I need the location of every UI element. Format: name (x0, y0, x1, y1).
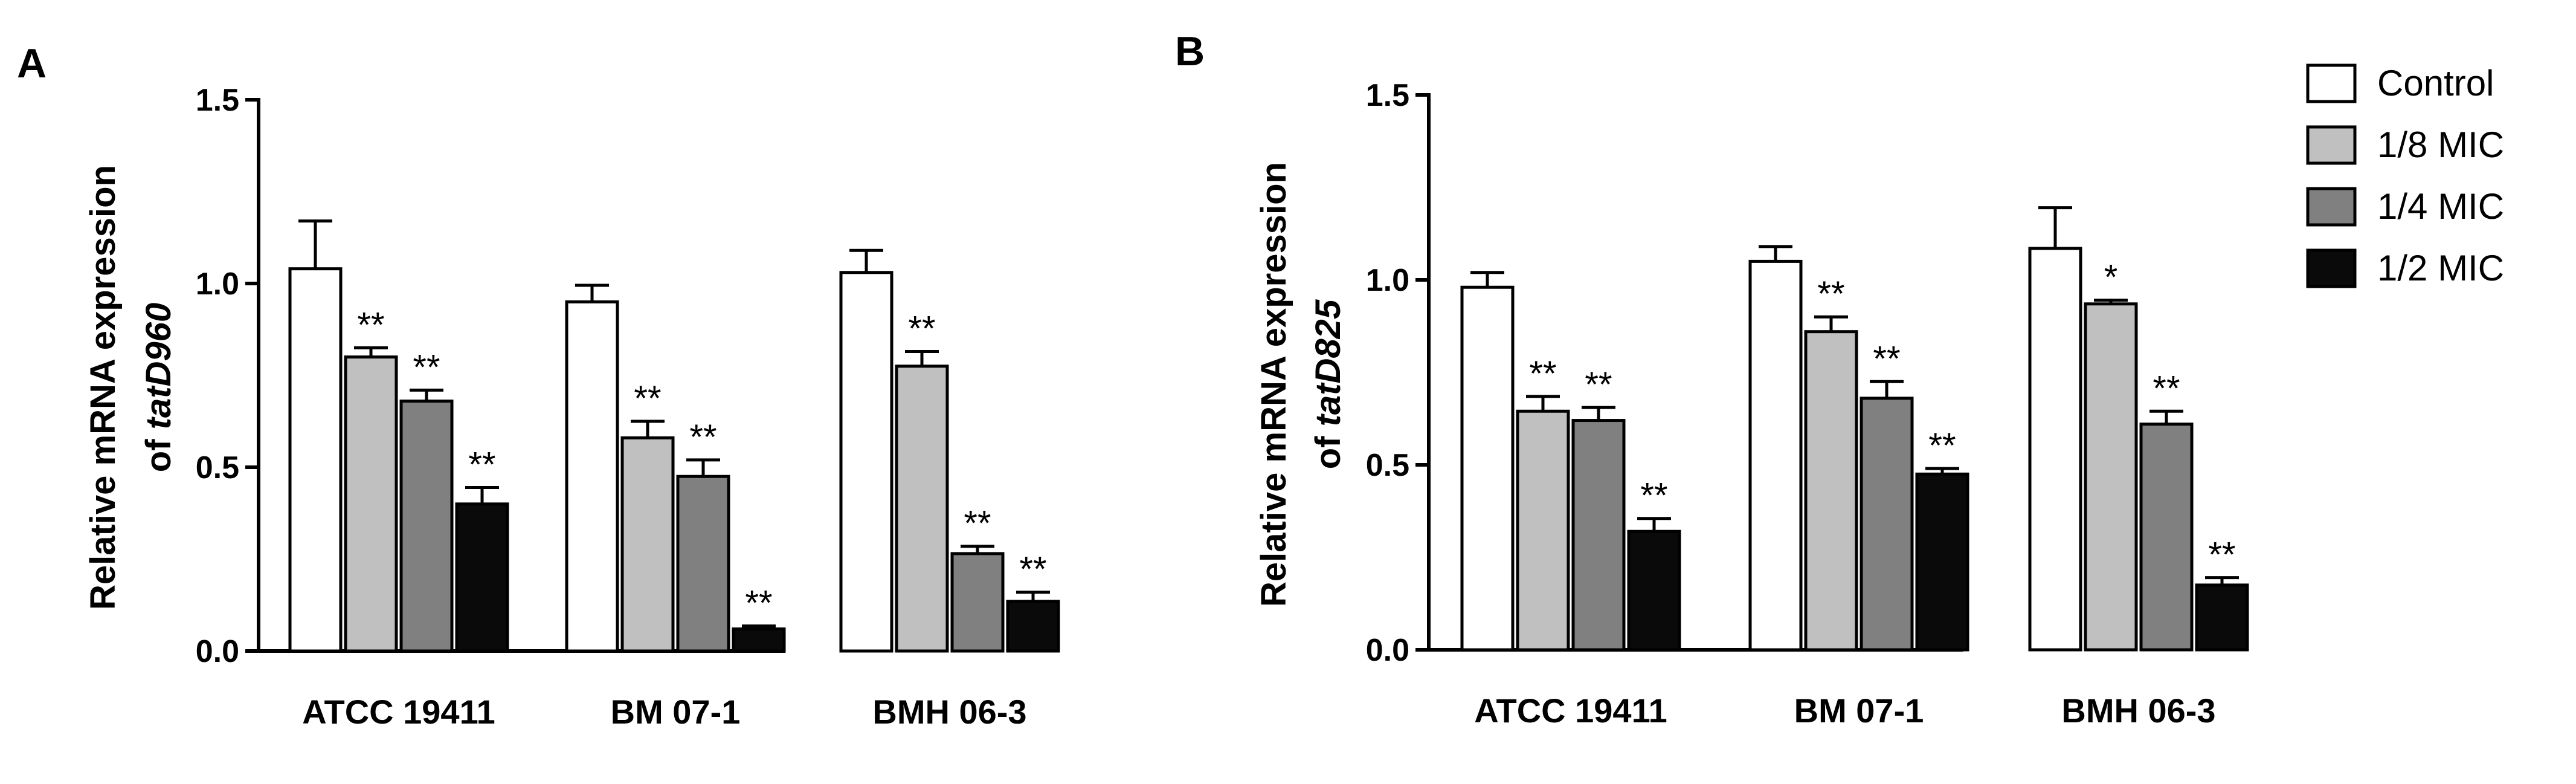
bar (1571, 419, 1626, 652)
bar (455, 502, 509, 653)
bar (732, 627, 786, 653)
y-tick-label: 0.5 (196, 450, 239, 485)
significance-mark: ** (1529, 354, 1556, 394)
bar (288, 267, 343, 653)
legend-label: 1/2 MIC (2377, 248, 2504, 288)
panel-letter: B (1175, 28, 1205, 74)
x-category-label: BM 07-1 (1794, 692, 1924, 730)
bar (2195, 583, 2249, 652)
bar (620, 436, 675, 653)
bar (1627, 530, 1681, 652)
bar (1804, 330, 1858, 652)
significance-mark: * (2104, 258, 2118, 297)
y-axis-label-line2: of tatD825 (1309, 299, 1348, 469)
bar (1860, 397, 1914, 652)
panel-a: A 0.0 0.5 1.0 1.5 Relative mRNA expression of … (17, 40, 1060, 731)
legend: Control 1/8 MIC 1/4 MIC 1/2 MIC (2306, 63, 2504, 288)
significance-mark: ** (1928, 426, 1956, 465)
bar (1748, 259, 1803, 652)
legend-swatch (2306, 125, 2357, 165)
bar (399, 400, 454, 653)
y-axis-label-line1: Relative mRNA expression (83, 165, 123, 610)
significance-mark: ** (634, 379, 661, 418)
bar (839, 271, 894, 653)
significance-mark: ** (1585, 365, 1612, 404)
bar (2084, 302, 2138, 652)
legend-label: Control (2377, 63, 2494, 103)
x-category-label: BMH 06-3 (2061, 692, 2215, 730)
y-tick-label: 0.5 (1366, 448, 1409, 483)
significance-mark: ** (1817, 274, 1844, 314)
significance-mark: ** (357, 305, 384, 345)
panel-b: B 0.0 0.5 1.0 1.5 Relative mRNA expression of … (1175, 28, 2249, 730)
significance-mark: ** (745, 584, 772, 623)
bar (1006, 600, 1060, 653)
y-tick-label: 1.0 (1366, 263, 1409, 298)
y-tick-label: 0.0 (1366, 633, 1409, 668)
bar (1915, 472, 1969, 652)
significance-mark: ** (1019, 550, 1046, 589)
bar (565, 300, 619, 653)
significance-mark: ** (2153, 369, 2180, 408)
significance-mark: ** (468, 445, 495, 484)
legend-swatch (2306, 63, 2357, 103)
legend-swatch (2306, 248, 2357, 288)
x-category-label: ATCC 19411 (1474, 692, 1667, 730)
y-tick-label: 1.0 (196, 267, 239, 302)
x-category-label: BMH 06-3 (872, 693, 1026, 731)
significance-mark: ** (2208, 536, 2235, 575)
bar (2028, 247, 2082, 652)
y-axis-label-prefix: of (139, 429, 178, 472)
y-tick-label: 0.0 (196, 634, 239, 669)
bar (1460, 285, 1515, 652)
y-axis-label-line1: Relative mRNA expression (1254, 162, 1293, 607)
bar (2139, 423, 2194, 652)
significance-mark: ** (908, 309, 935, 348)
y-axis-label-gene: tatD960 (139, 303, 178, 430)
significance-mark: ** (413, 348, 440, 387)
bar (1516, 409, 1570, 652)
significance-mark: ** (689, 418, 716, 457)
significance-mark: ** (1873, 339, 1900, 378)
significance-mark: ** (964, 504, 991, 543)
bar (950, 552, 1005, 653)
x-category-label: ATCC 19411 (302, 693, 495, 731)
legend-label: 1/8 MIC (2377, 125, 2504, 165)
legend-label: 1/4 MIC (2377, 186, 2504, 227)
bar (344, 355, 398, 653)
bar (895, 364, 949, 653)
y-axis-label-line2: of tatD960 (139, 303, 178, 472)
y-axis-label-prefix: of (1309, 426, 1348, 469)
y-axis-label-gene: tatD825 (1309, 299, 1348, 426)
y-tick-label: 1.5 (196, 83, 239, 118)
y-tick-label: 1.5 (1366, 78, 1409, 113)
legend-swatch (2306, 187, 2357, 227)
panel-letter: A (17, 40, 47, 86)
x-category-label: BM 07-1 (611, 693, 741, 731)
significance-mark: ** (1640, 476, 1667, 516)
bar (676, 475, 730, 653)
